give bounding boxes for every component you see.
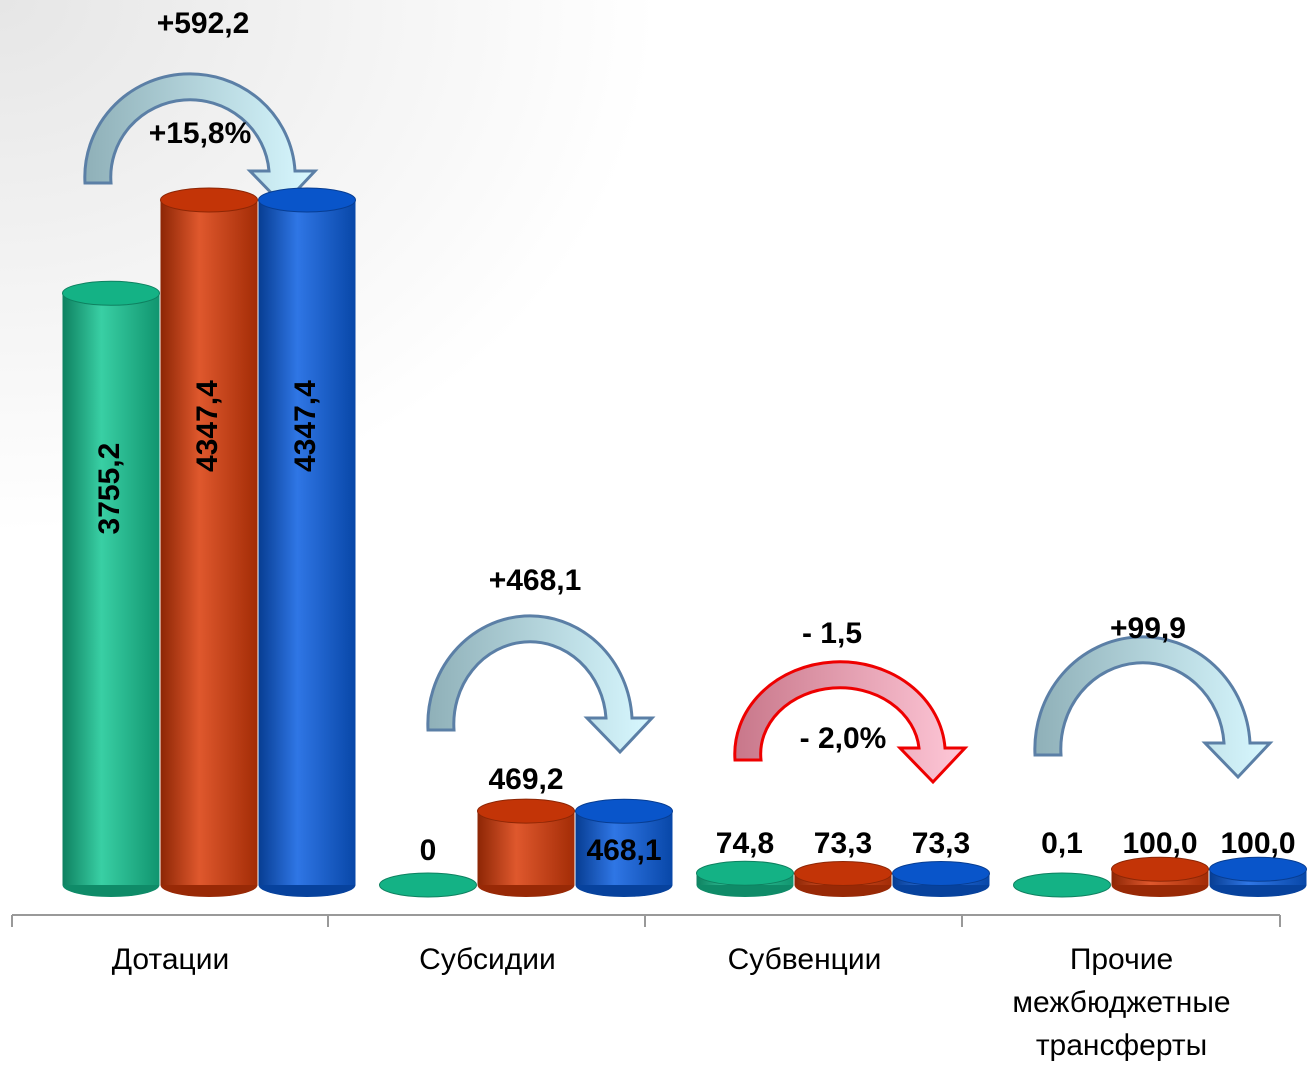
bar: [1112, 857, 1209, 897]
bar: [795, 861, 892, 897]
bar: [380, 873, 477, 897]
value-label: 4347,4: [191, 380, 224, 472]
bar-body: [259, 200, 356, 885]
value-label: 0,1: [1041, 827, 1083, 860]
bar: [893, 861, 990, 897]
value-label: 73,3: [814, 827, 872, 860]
annotation: - 1,5: [802, 617, 862, 650]
value-label: 468,1: [586, 834, 661, 867]
bar: [161, 188, 258, 897]
bar-top: [1014, 873, 1111, 897]
annotation: +15,8%: [149, 117, 252, 150]
annotation: +468,1: [489, 564, 582, 597]
bar-top: [576, 799, 673, 823]
value-label: 0: [420, 834, 437, 867]
bar-top: [478, 799, 575, 823]
bar-top: [1210, 857, 1307, 881]
bar-top: [1112, 857, 1209, 881]
bar-body: [63, 293, 160, 885]
annotation: - 2,0%: [800, 722, 887, 755]
value-label: 3755,2: [93, 443, 126, 535]
bar: [63, 281, 160, 897]
value-label: 4347,4: [289, 380, 322, 472]
bar: [259, 188, 356, 897]
x-tick-label: Прочие межбюджетные трансферты: [992, 938, 1252, 1067]
bar: [1014, 873, 1111, 897]
value-label: 469,2: [488, 763, 563, 796]
annotation: +99,9: [1110, 612, 1186, 645]
bar-top: [893, 861, 990, 885]
bar-top: [63, 281, 160, 305]
annotation: +592,2: [157, 7, 250, 40]
bar: [697, 861, 794, 897]
x-tick-label: Субсидии: [338, 938, 638, 981]
bar-top: [380, 873, 477, 897]
bar-top: [697, 861, 794, 885]
value-label: 73,3: [912, 827, 970, 860]
bar: [478, 799, 575, 897]
bar-body: [161, 200, 258, 885]
x-tick-label: Дотации: [21, 938, 321, 981]
bar-top: [161, 188, 258, 212]
value-label: 100,0: [1220, 827, 1295, 860]
value-label: 100,0: [1122, 827, 1197, 860]
value-label: 74,8: [716, 827, 774, 860]
x-tick-label: Субвенции: [655, 938, 955, 981]
bar-top: [259, 188, 356, 212]
bar-top: [795, 861, 892, 885]
bar: [1210, 857, 1307, 897]
